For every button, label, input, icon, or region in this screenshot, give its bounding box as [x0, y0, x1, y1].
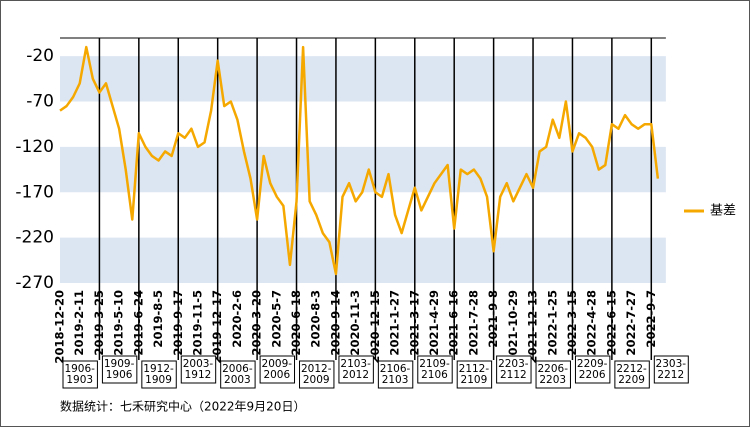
- contract-label: 2303-: [656, 358, 687, 370]
- x-tick-label: 2022-3-15: [565, 290, 579, 356]
- contract-label: 2109-: [419, 358, 450, 370]
- x-tick-label: 2019-3-25: [92, 290, 106, 356]
- contract-label: 2203: [539, 374, 566, 386]
- contract-label: 2209-: [577, 358, 608, 370]
- y-tick-label: -170: [15, 182, 54, 202]
- contract-box: [496, 355, 532, 384]
- contract-label: 2109: [461, 374, 488, 386]
- contract-label: 1909: [145, 374, 172, 386]
- x-tick-label: 2020-11-3: [348, 290, 362, 356]
- contract-label: 1906-: [64, 363, 95, 375]
- contract-label: 2212: [657, 369, 684, 381]
- contract-label: 2206: [579, 369, 606, 381]
- x-tick-label: 2020-9-14: [328, 290, 342, 356]
- x-tick-label: 2021-9-8: [486, 290, 500, 348]
- contract-box: [220, 360, 256, 389]
- contract-label: 2203-: [498, 358, 529, 370]
- contract-box: [614, 360, 650, 389]
- x-tick-label: 2019-2-11: [72, 290, 86, 356]
- contract-label: 2003-: [183, 358, 214, 370]
- x-tick-label: 2020-5-7: [269, 290, 283, 348]
- x-tick-label: 2019-12-17: [210, 290, 224, 364]
- contract-label: 2006: [263, 369, 290, 381]
- y-tick-label: -220: [15, 228, 54, 248]
- y-tick-label: -120: [15, 137, 54, 157]
- x-tick-label: 2022-4-28: [585, 290, 599, 356]
- contract-label: 2112-: [459, 363, 490, 375]
- source: 数据统计：七禾研究中心（2022年9月20日）: [60, 399, 305, 414]
- band: [60, 146, 666, 193]
- x-tick-label: 2021-7-28: [466, 290, 480, 356]
- x-tick-label: 2019-9-17: [171, 290, 185, 356]
- contract-box: [377, 360, 414, 389]
- contract-label: 1906: [106, 369, 133, 381]
- contract-box: [101, 355, 138, 384]
- x-tick-label: 2021-4-29: [427, 290, 441, 356]
- band: [60, 237, 666, 283]
- x-tick-label: 2022-1-25: [545, 290, 559, 356]
- x-tick-label: 2020-2-6: [230, 290, 244, 348]
- contract-box: [456, 360, 493, 389]
- contract-label: 2209: [618, 374, 645, 386]
- contract-box: [417, 355, 453, 384]
- contract-label: 2012-: [301, 363, 332, 375]
- x-tick-label: 2022-9-7: [644, 290, 658, 348]
- x-tick-label: 2021-12-13: [526, 290, 540, 364]
- x-tick-label: 2019-11-5: [190, 290, 204, 356]
- x-tick-label: 2018-12-20: [53, 290, 67, 364]
- contract-label: 2009-: [262, 358, 293, 370]
- y-tick-label: -70: [26, 92, 54, 112]
- series-line: [59, 45, 660, 276]
- x-tick-label: 2022-7-27: [624, 290, 638, 356]
- x-tick-label: 2022-6-15: [604, 290, 618, 356]
- contract-label: 2106-: [380, 363, 411, 375]
- contract-box: [141, 360, 177, 389]
- contract-label: 1912-: [143, 363, 174, 375]
- contract-label: 2006-: [222, 363, 253, 375]
- contract-box: [299, 360, 335, 389]
- x-tick-label: 2020-8-3: [309, 290, 323, 348]
- contract-label: 2012: [342, 369, 369, 381]
- contract-box: [338, 355, 374, 384]
- contract-label: 2212-: [616, 363, 647, 375]
- contract-box: [535, 360, 571, 389]
- x-tick-label: 2021-3-17: [407, 290, 421, 356]
- x-tick-label: 2019-6-24: [131, 290, 145, 356]
- x-tick-label: 2020-6-18: [289, 290, 303, 356]
- x-tick-label: 2021-1-27: [388, 290, 402, 356]
- contract-label: 2003: [224, 374, 251, 386]
- contract-label: 2112: [500, 369, 527, 381]
- x-tick-label: 2021-10-29: [506, 290, 520, 364]
- contract-box: [259, 355, 296, 384]
- x-tick-label: 2021-6-16: [447, 290, 461, 356]
- y-tick-label: -270: [15, 273, 54, 293]
- contract-box: [574, 355, 611, 384]
- x-tick-label: 2019-5-10: [112, 290, 126, 356]
- contract-box: [653, 355, 689, 384]
- legend-label: 基差: [710, 204, 736, 219]
- contract-label: 2009: [303, 374, 330, 386]
- band: [60, 56, 666, 102]
- contract-label: 2106: [421, 369, 448, 381]
- contract-label: 1912: [185, 369, 212, 381]
- x-tick-label: 2020-3-20: [250, 290, 264, 356]
- x-tick-label: 2019-8-5: [151, 290, 165, 348]
- y-tick-label: -20: [26, 46, 54, 66]
- x-tick-label: 2020-12-15: [368, 290, 382, 364]
- contract-box: [180, 355, 217, 384]
- contract-label: 1909-: [104, 358, 135, 370]
- contract-label: 2206-: [537, 363, 568, 375]
- contract-box: [62, 360, 98, 389]
- contract-label: 2103-: [340, 358, 371, 370]
- contract-label: 1903: [66, 374, 93, 386]
- contract-label: 2103: [382, 374, 409, 386]
